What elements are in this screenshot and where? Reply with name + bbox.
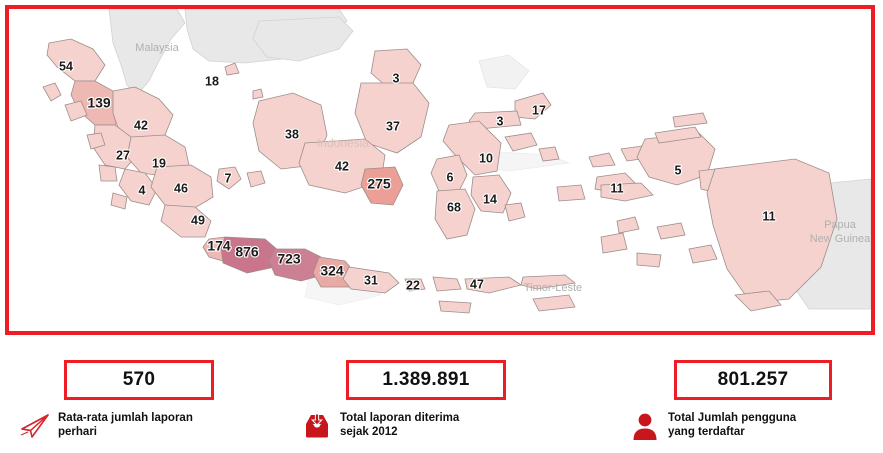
kpi-value: 1.389.891 xyxy=(382,369,470,390)
region-value-sumatera-utara: 139 xyxy=(87,95,111,111)
country-label-timor-leste: Timor-Leste xyxy=(524,282,582,294)
kpi-footer: Rata-rata jumlah laporan perhari xyxy=(18,409,214,443)
kpi-footer: Total Jumlah pengguna yang terdaftar xyxy=(628,409,832,443)
country-label-new-guinea: New Guinea xyxy=(810,233,871,245)
region-value-kaltim: 37 xyxy=(386,119,400,133)
province-bali xyxy=(404,278,426,292)
kpi-caption: Total laporan diterima sejak 2012 xyxy=(340,412,460,439)
region-value-jawa-tengah: 324 xyxy=(320,263,344,279)
province-jawa-barat xyxy=(268,248,324,282)
region-value-kalteng: 42 xyxy=(335,159,349,173)
region-value-dki-jakarta: 876 xyxy=(235,244,259,260)
region-value-ntb-ntt: 47 xyxy=(470,277,484,291)
region-value-bali: 22 xyxy=(406,278,420,292)
region-value-bangka-belitung: 7 xyxy=(225,171,232,185)
region-value-kalsel: 275 xyxy=(367,176,391,192)
indonesia-choropleth-map-panel: Malaysia Indonesia Timor-Leste Papua New Gui… xyxy=(5,5,875,335)
country-label-malaysia: Malaysia xyxy=(135,42,179,54)
province-kaltim xyxy=(354,82,430,154)
kpi-value: 570 xyxy=(122,369,156,390)
region-value-lampung: 49 xyxy=(191,213,205,227)
region-value-gorontalo: 3 xyxy=(497,114,504,128)
province-shapes xyxy=(42,38,838,314)
region-value-kalbar: 38 xyxy=(285,127,299,141)
region-value-papua-barat: 5 xyxy=(675,163,682,177)
region-value-jawa-barat: 723 xyxy=(277,251,301,267)
kpi-value: 801.257 xyxy=(717,369,789,390)
province-ntb xyxy=(432,276,462,292)
kpi-caption: Total Jumlah pengguna yang terdaftar xyxy=(668,412,797,439)
province-sumsel xyxy=(150,164,214,210)
region-value-sulsel: 68 xyxy=(447,200,461,214)
province-sulteng xyxy=(442,120,502,176)
country-label-indonesia: Indonesia xyxy=(317,136,369,150)
region-value-kepri: 18 xyxy=(205,74,219,88)
map-canvas: Malaysia Indonesia Timor-Leste Papua New Gui… xyxy=(42,9,871,314)
province-papua-barat xyxy=(636,132,716,186)
kpi-total-reports-received: 1.389.891 Total laporan diterima sejak 2… xyxy=(300,360,506,443)
kpi-value-box: 570 xyxy=(64,360,214,400)
region-value-jawa-timur: 31 xyxy=(364,273,378,287)
region-value-bengkulu: 4 xyxy=(139,183,146,197)
region-value-sultra: 14 xyxy=(483,192,497,206)
province-jawa-timur xyxy=(342,266,400,294)
region-value-sumatera-selatan: 46 xyxy=(174,181,188,195)
province-lampung xyxy=(160,204,212,238)
region-value-sulteng: 10 xyxy=(479,151,493,165)
user-icon xyxy=(628,409,662,443)
province-bengkulu xyxy=(118,168,158,206)
region-value-sulut: 17 xyxy=(532,103,546,117)
region-value-riau: 42 xyxy=(134,118,148,132)
inbox-download-icon xyxy=(300,409,334,443)
province-maluku xyxy=(600,182,654,202)
province-aceh xyxy=(46,38,106,82)
province-babel xyxy=(216,166,242,190)
country-name-labels: Malaysia Indonesia Timor-Leste Papua New Gui… xyxy=(135,42,871,294)
kpi-strip: 570 Rata-rata jumlah laporan perhari 1.3… xyxy=(0,340,883,453)
kpi-footer: Total laporan diterima sejak 2012 xyxy=(300,409,506,443)
country-label-papua: Papua xyxy=(824,219,857,231)
province-sulsel xyxy=(434,188,476,240)
region-value-maluku: 11 xyxy=(610,181,623,195)
region-value-banten: 174 xyxy=(207,238,231,254)
province-dki-jakarta xyxy=(220,236,280,274)
region-value-jambi: 19 xyxy=(152,156,166,170)
kpi-caption: Rata-rata jumlah laporan perhari xyxy=(58,412,193,439)
province-sultra xyxy=(470,174,512,214)
region-value-sulbar: 6 xyxy=(447,170,454,184)
kpi-total-registered-users: 801.257 Total Jumlah pengguna yang terda… xyxy=(628,360,832,443)
province-papua xyxy=(706,158,838,304)
region-value-sumatera-barat: 27 xyxy=(116,148,130,162)
province-kalsel xyxy=(360,166,404,206)
kpi-value-box: 801.257 xyxy=(674,360,832,400)
region-value-papua: 11 xyxy=(762,209,775,223)
kpi-value-box: 1.389.891 xyxy=(346,360,506,400)
kpi-avg-reports-per-day: 570 Rata-rata jumlah laporan perhari xyxy=(18,360,214,443)
region-value-kaltara: 3 xyxy=(393,71,400,85)
region-value-aceh: 54 xyxy=(59,59,73,73)
province-ntt xyxy=(464,276,522,294)
paper-plane-icon xyxy=(18,409,52,443)
